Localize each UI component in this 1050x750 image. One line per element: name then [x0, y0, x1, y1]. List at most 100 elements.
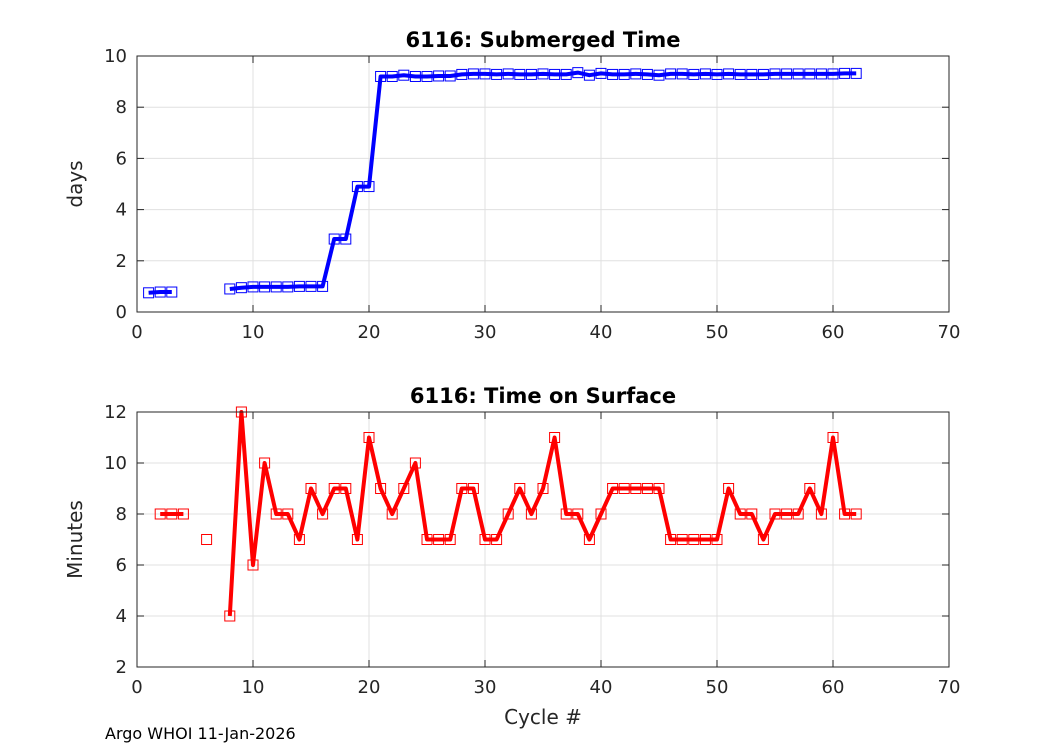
data-point: [166, 508, 178, 520]
data-point: [641, 68, 653, 80]
x-tick-label: 10: [242, 322, 265, 343]
data-point: [827, 68, 839, 80]
data-point: [467, 483, 479, 494]
data-point: [154, 286, 166, 298]
data-point: [363, 181, 375, 193]
data-point: [409, 70, 421, 82]
data-point: [421, 534, 433, 545]
x-tick-label: 30: [474, 322, 497, 343]
data-point: [444, 70, 456, 82]
data-point: [699, 68, 711, 80]
data-point: [781, 68, 793, 80]
data-point: [653, 483, 665, 494]
data-point: [607, 68, 619, 80]
x-tick-label: 30: [474, 677, 497, 698]
submerged-time-plot: 0 10 20 30 40 50 60 70 0 2 4 6 8 10 6116: Submerged Ti…: [63, 28, 960, 343]
data-point: [398, 69, 410, 81]
y-tick-label: 8: [116, 97, 127, 118]
data-point: [351, 181, 363, 193]
x-tick-label: 50: [706, 322, 729, 343]
data-point: [804, 68, 816, 80]
x-tick-label: 40: [590, 677, 613, 698]
data-point: [827, 432, 839, 443]
data-point: [328, 233, 340, 245]
data-point: [781, 508, 793, 520]
data-point: [293, 534, 305, 545]
data-point: [607, 483, 619, 494]
data-point: [734, 508, 746, 520]
axes-frame: [136, 411, 950, 668]
x-tick-label: 60: [822, 322, 845, 343]
data-point: [282, 281, 294, 293]
data-point: [746, 508, 758, 520]
data-point: [537, 68, 549, 80]
data-point: [340, 483, 352, 494]
data-point: [595, 508, 607, 520]
data-point: [235, 282, 247, 294]
data-point: [479, 534, 491, 545]
data-point: [305, 280, 317, 292]
data-point: [549, 432, 561, 443]
data-point: [259, 457, 271, 469]
x-axis-label: Cycle #: [504, 705, 582, 729]
x-tick-label: 50: [706, 677, 729, 698]
data-point: [479, 68, 491, 80]
y-tick-label: 4: [116, 200, 127, 221]
data-point: [560, 508, 572, 520]
data-point: [711, 68, 723, 80]
data-point: [537, 483, 549, 494]
data-point: [282, 508, 294, 520]
data-point: [340, 233, 352, 245]
data-point: [386, 508, 398, 520]
data-point: [293, 280, 305, 292]
series-line: [160, 410, 857, 617]
x-tick-label: 0: [131, 322, 142, 343]
data-point: [618, 483, 630, 494]
data-point: [421, 70, 433, 82]
chart-title: 6116: Time on Surface: [410, 384, 676, 408]
data-point: [734, 68, 746, 80]
chart-title: 6116: Submerged Time: [405, 28, 680, 52]
data-point: [375, 70, 387, 82]
y-tick-label: 0: [116, 302, 127, 323]
data-point: [305, 483, 317, 494]
footer-credit: Argo WHOI 11-Jan-2026: [105, 724, 296, 743]
data-point: [247, 559, 259, 571]
y-tick-label: 6: [116, 555, 127, 576]
data-point: [572, 67, 584, 79]
surface-time-plot: 0 10 20 30 40 50 60 70 2 4 6 8 10 12 6116: Time on Sur…: [63, 384, 960, 729]
data-point: [247, 281, 259, 293]
y-tick-label: 8: [116, 504, 127, 525]
data-point: [665, 68, 677, 80]
data-point: [398, 483, 410, 494]
data-point: [757, 534, 769, 545]
y-tick-label: 10: [104, 453, 127, 474]
data-point: [711, 534, 723, 545]
data-point: [583, 534, 595, 545]
data-point: [491, 534, 503, 545]
data-point: [456, 483, 468, 494]
data-point: [665, 534, 677, 545]
data-point: [166, 286, 178, 298]
data-point: [699, 534, 711, 545]
x-tick-label: 60: [822, 677, 845, 698]
y-tick-label: 12: [104, 402, 127, 423]
y-axis-label: Minutes: [63, 500, 87, 579]
data-point: [595, 67, 607, 79]
x-tick-label: 10: [242, 677, 265, 698]
y-axis-label: days: [63, 160, 87, 207]
x-tick-label: 20: [358, 677, 381, 698]
data-point: [792, 68, 804, 80]
data-point: [433, 534, 445, 545]
data-point: [630, 483, 642, 494]
data-point: [618, 68, 630, 80]
x-tick-label: 40: [590, 322, 613, 343]
x-tick-label: 20: [358, 322, 381, 343]
data-point: [653, 69, 665, 81]
series-line: [148, 70, 857, 295]
x-tick-label: 70: [938, 322, 961, 343]
data-point: [525, 68, 537, 80]
data-point: [792, 508, 804, 520]
data-point: [409, 457, 421, 469]
data-point: [688, 68, 700, 80]
